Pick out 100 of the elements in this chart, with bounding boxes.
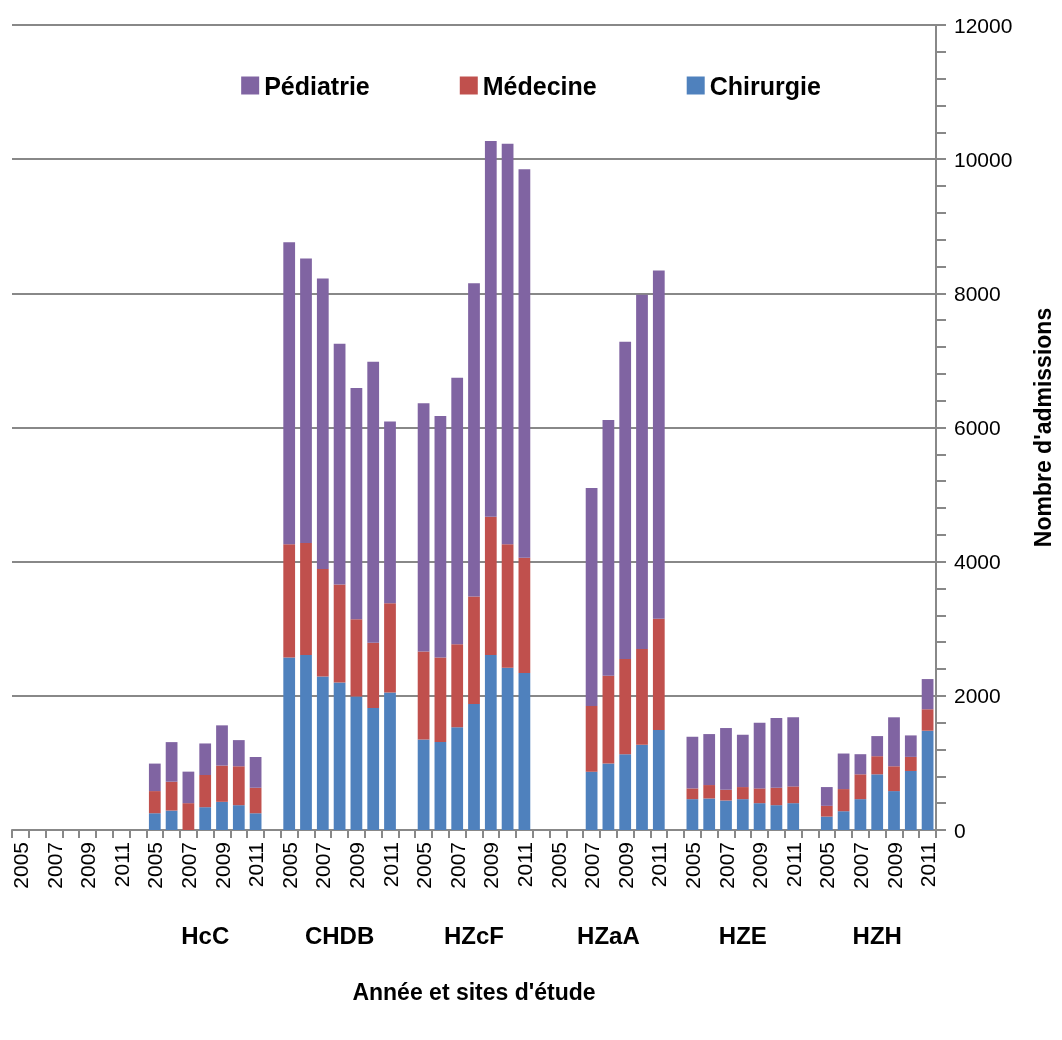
bar: [350, 387, 363, 620]
bar: [300, 258, 312, 543]
bar: [921, 709, 934, 731]
x-tick-label: 2009: [479, 842, 503, 889]
bar: [148, 791, 161, 814]
bar: [736, 787, 749, 800]
bar: [333, 682, 346, 830]
y-tick-label: 8000: [954, 281, 1001, 305]
bar: [888, 766, 900, 792]
x-tick-label: 2011: [378, 842, 402, 888]
bar: [468, 283, 480, 597]
x-tick-label: 2011: [512, 842, 536, 888]
bar: [148, 813, 161, 830]
bar: [350, 619, 363, 697]
bar: [736, 799, 749, 830]
text: HZaA: [577, 921, 640, 949]
bar: [367, 642, 380, 708]
x-tick-label: 2009: [76, 842, 100, 889]
bar: [451, 727, 464, 830]
x-tick-label: 2005: [412, 842, 436, 889]
x-tick-label: 2005: [277, 842, 301, 889]
bar: [703, 798, 716, 830]
bar: [703, 734, 716, 786]
bar: [921, 679, 934, 710]
bar: [619, 341, 632, 659]
x-tick-label: 2009: [210, 842, 234, 889]
bar: [921, 730, 934, 830]
bar: [871, 736, 884, 757]
bar: [333, 584, 346, 683]
bar: [652, 618, 665, 731]
bar: [165, 810, 178, 830]
bar: [686, 799, 699, 830]
bar: [367, 361, 380, 643]
bar: [871, 774, 884, 830]
bar: [300, 542, 312, 655]
bar: [871, 756, 884, 775]
x-tick-label: 2011: [244, 842, 268, 888]
bar: [686, 788, 699, 800]
x-tick-label: 2009: [344, 842, 368, 889]
bar: [619, 658, 632, 755]
x-tick-label: 2009: [882, 842, 906, 889]
x-tick-label: 2005: [680, 842, 704, 889]
x-tick-label: 2007: [445, 842, 469, 889]
bar: [888, 791, 900, 830]
bar: [837, 811, 850, 830]
bar: [720, 800, 732, 830]
bar: [199, 774, 212, 808]
bar: [384, 692, 396, 830]
bar: [854, 754, 867, 775]
y-tick-label: 2000: [954, 684, 1001, 708]
bar: [787, 803, 800, 830]
bar: [619, 754, 632, 830]
bar: [249, 787, 262, 814]
bar: [300, 654, 312, 830]
bar: [199, 743, 212, 775]
bar: [753, 722, 766, 789]
bar: [636, 294, 648, 649]
bar: [165, 781, 178, 811]
bar: [232, 740, 245, 767]
bar: [283, 242, 296, 545]
legend-label: Médecine: [482, 71, 597, 100]
bar: [854, 799, 867, 830]
y-tick-label: 4000: [954, 550, 1001, 574]
bar: [888, 717, 900, 767]
bar: [736, 734, 749, 788]
bar: [686, 736, 699, 789]
bar: [451, 644, 464, 728]
bar: [585, 487, 598, 706]
x-tick-label: 2005: [546, 842, 570, 889]
bar: [636, 648, 648, 745]
x-tick-label: 2007: [580, 842, 604, 889]
bar: [182, 771, 195, 804]
y-tick-label: 0: [954, 818, 966, 842]
bar: [232, 805, 245, 830]
bar: [316, 569, 329, 677]
bar: [501, 544, 514, 668]
text: HZE: [718, 921, 767, 949]
bar: [468, 703, 480, 830]
legend-label: Chirurgie: [709, 71, 821, 100]
text: HZH: [852, 921, 902, 949]
text: HcC: [181, 921, 230, 949]
x-tick-label: 2009: [748, 842, 772, 889]
x-tick-label: 2007: [714, 842, 738, 889]
bar: [585, 771, 598, 830]
bar: [417, 739, 430, 830]
x-tick-label: 2005: [815, 842, 839, 889]
x-tick-label: 2007: [311, 842, 335, 889]
bar: [484, 654, 497, 830]
bar: [316, 278, 329, 570]
bar: [518, 673, 531, 830]
text: CHDB: [304, 921, 375, 949]
bar: [249, 756, 262, 788]
bar: [518, 169, 531, 558]
bar: [636, 744, 648, 830]
bar: [384, 421, 396, 604]
bar: [820, 787, 833, 806]
x-tick-label: 2005: [8, 842, 32, 889]
bar: [787, 786, 800, 804]
bar: [720, 789, 732, 801]
bar: [904, 770, 917, 830]
